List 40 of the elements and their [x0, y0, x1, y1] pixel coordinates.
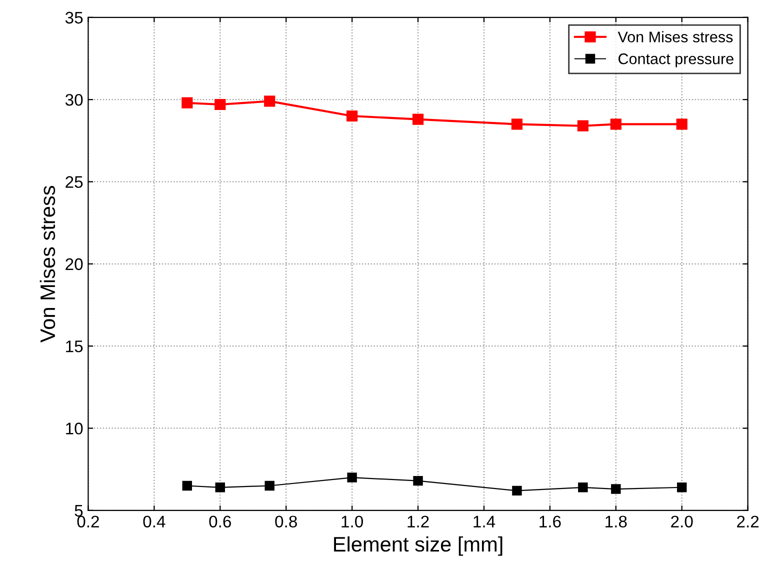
point: [676, 118, 688, 130]
point: [346, 110, 358, 122]
x-tick-label: 0.8: [275, 516, 297, 528]
point: [611, 484, 621, 494]
point: [214, 98, 226, 110]
x-tick-label: 0.2: [77, 516, 99, 528]
point: [347, 472, 357, 482]
y-tick-label: 25: [66, 176, 83, 188]
point: [264, 96, 276, 107]
point: [577, 120, 588, 132]
y-axis-title: Von Mises stress: [40, 186, 56, 343]
x-tick-label: 1.8: [606, 516, 627, 528]
point: [677, 482, 687, 492]
x-tick-label: 1.2: [408, 516, 429, 528]
point: [264, 480, 274, 491]
x-tick-label: 1.6: [540, 516, 561, 528]
point: [578, 482, 588, 492]
y-tick-label: 10: [66, 422, 83, 434]
legend-label: Von Mises stress: [618, 31, 733, 42]
x-tick-label: 2.2: [737, 516, 759, 528]
y-tick-label: 30: [65, 94, 83, 106]
y-tick-label: 20: [66, 258, 83, 270]
x-tick-label: 1.4: [474, 516, 496, 528]
legend-label: Contact pressure: [618, 53, 734, 68]
x-tick-label: 0.6: [209, 516, 231, 528]
x-tick-label: 2.0: [671, 516, 693, 528]
y-tick-label: 5: [74, 504, 83, 517]
x-axis-title: Element size [mm]: [334, 536, 502, 556]
point: [182, 480, 192, 491]
point: [413, 476, 423, 486]
x-tick-label: 1.0: [342, 516, 363, 528]
y-tick-label: 15: [66, 340, 83, 352]
point: [610, 118, 622, 130]
y-tick-label: 35: [65, 12, 83, 24]
point: [412, 114, 424, 125]
point: [215, 482, 225, 492]
x-tick-label: 0.4: [143, 516, 166, 528]
point: [512, 486, 522, 496]
point: [182, 97, 193, 108]
point: [511, 118, 523, 130]
